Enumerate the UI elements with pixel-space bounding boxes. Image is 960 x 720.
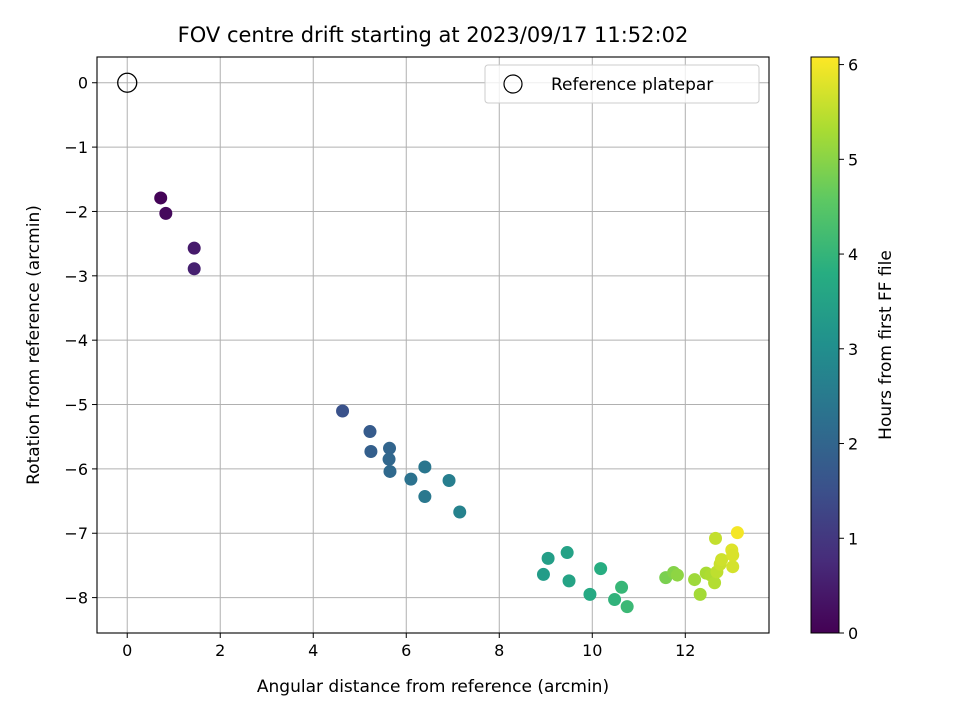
- data-point: [382, 452, 396, 466]
- colorbar-ticks: 0 1 2 3 4 5 6: [839, 56, 858, 643]
- x-tick-label: 0: [122, 641, 132, 660]
- colorbar-label: Hours from first FF file: [876, 250, 896, 440]
- colorbar-tick-label: 0: [848, 624, 858, 643]
- data-point: [620, 600, 634, 614]
- data-point: [708, 576, 722, 590]
- y-tick-label: −8: [64, 589, 88, 608]
- x-axis-ticks: 0 2 4 6 8 10 12: [122, 633, 695, 660]
- colorbar: [810, 56, 840, 634]
- y-tick-label: −5: [64, 396, 88, 415]
- data-point: [383, 441, 397, 455]
- data-point: [726, 548, 740, 562]
- colorbar-tick-label: 2: [848, 435, 858, 454]
- x-tick-label: 4: [308, 641, 318, 660]
- data-point: [336, 404, 350, 418]
- data-point: [363, 425, 377, 439]
- y-tick-label: −3: [64, 267, 88, 286]
- reference-platepar-marker: [117, 72, 138, 93]
- data-point: [442, 473, 456, 487]
- plot-frame: [96, 56, 770, 634]
- data-points: [154, 191, 744, 614]
- data-point: [670, 568, 684, 582]
- y-tick-label: −6: [64, 460, 88, 479]
- data-point: [154, 191, 168, 205]
- colorbar-tick-label: 4: [848, 245, 858, 264]
- data-point: [187, 241, 201, 255]
- data-point: [560, 546, 574, 560]
- data-point: [693, 587, 707, 601]
- data-point: [730, 526, 744, 540]
- data-point: [536, 567, 550, 581]
- x-tick-label: 8: [494, 641, 504, 660]
- y-tick-label: −2: [64, 202, 88, 221]
- data-point: [726, 560, 740, 574]
- y-tick-label: −1: [64, 138, 88, 157]
- legend-box: [484, 64, 760, 104]
- x-tick-label: 12: [675, 641, 695, 660]
- data-point: [418, 460, 432, 474]
- x-tick-label: 6: [401, 641, 411, 660]
- colorbar-tick-label: 3: [848, 340, 858, 359]
- y-tick-label: 0: [78, 74, 88, 93]
- data-point: [594, 562, 608, 576]
- data-point: [159, 206, 173, 220]
- data-point: [583, 587, 597, 601]
- reference-marker-layer: [117, 72, 138, 93]
- x-tick-label: 2: [215, 641, 225, 660]
- data-point: [187, 262, 201, 276]
- data-point: [688, 573, 702, 587]
- chart-title: FOV centre drift starting at 2023/09/17 …: [178, 23, 689, 47]
- data-point: [541, 551, 555, 565]
- data-point: [364, 445, 378, 459]
- data-point: [608, 593, 622, 607]
- legend-entry-reference: Reference platepar: [551, 75, 713, 95]
- colorbar-tick-label: 5: [848, 150, 858, 169]
- colorbar-tick-label: 6: [848, 56, 858, 75]
- y-tick-label: −7: [64, 524, 88, 543]
- y-tick-label: −4: [64, 331, 88, 350]
- y-axis-label: Rotation from reference (arcmin): [24, 205, 44, 485]
- data-point: [615, 580, 629, 594]
- data-point: [715, 553, 729, 567]
- legend-reference-marker: [503, 74, 523, 94]
- data-point: [562, 574, 576, 588]
- data-point: [404, 472, 418, 486]
- legend: Reference platepar: [484, 64, 760, 104]
- colorbar-tick-label: 1: [848, 529, 858, 548]
- data-point: [383, 464, 397, 478]
- x-tick-label: 10: [582, 641, 602, 660]
- data-point: [418, 490, 432, 504]
- data-point: [709, 531, 723, 545]
- data-point: [453, 505, 467, 519]
- grid-lines: [97, 57, 769, 633]
- x-axis-label: Angular distance from reference (arcmin): [257, 677, 609, 697]
- y-axis-ticks: 0 −1 −2 −3 −4 −5 −6 −7 −8: [64, 74, 97, 608]
